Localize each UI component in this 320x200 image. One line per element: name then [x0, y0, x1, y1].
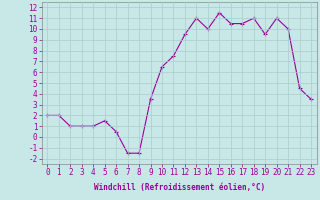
X-axis label: Windchill (Refroidissement éolien,°C): Windchill (Refroidissement éolien,°C)	[94, 183, 265, 192]
